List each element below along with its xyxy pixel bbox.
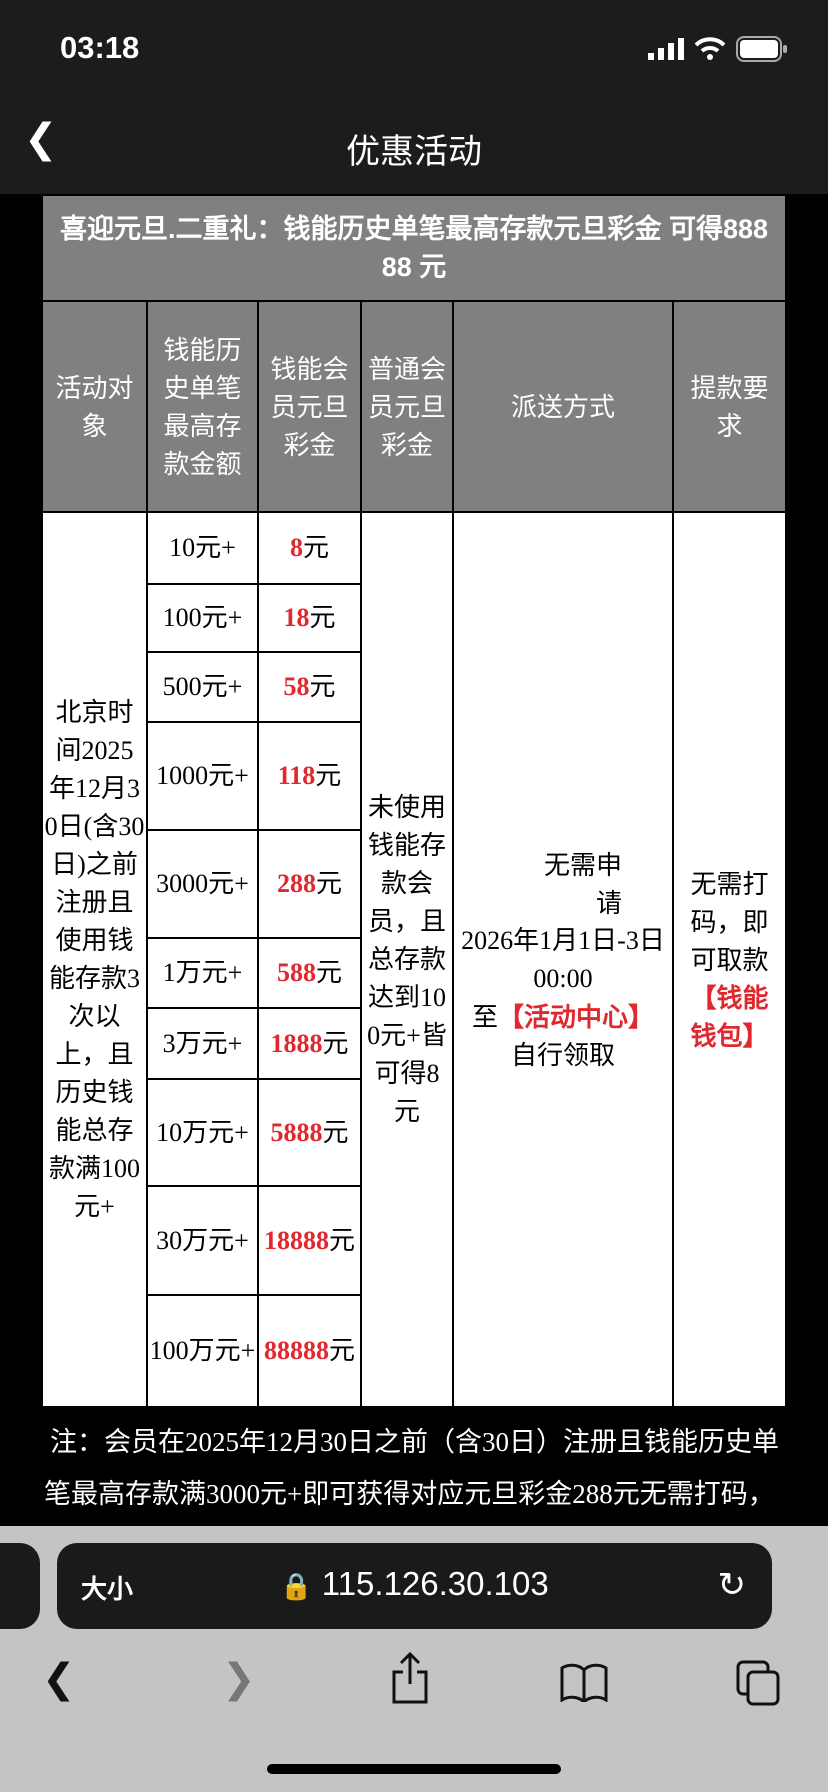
table-row: 1000元+ 118元	[42, 721, 786, 831]
delivery-dates: 2026年1月1日-3日00:00	[461, 925, 665, 993]
page-title: 优惠活动	[346, 133, 482, 171]
wifi-icon	[694, 37, 726, 60]
table-row: 500元+ 58元	[42, 651, 786, 723]
deposit-cell: 10万元+	[146, 1078, 259, 1187]
header-delivery: 派送方式	[452, 300, 674, 513]
table-row: 3万元+ 1888元	[42, 1007, 786, 1080]
table-row: 100元+ 18元	[42, 583, 786, 653]
reload-icon[interactable]: ↻	[717, 1566, 747, 1604]
table-row: 30万元+ 18888元	[42, 1185, 786, 1296]
header-target: 活动对象	[41, 300, 148, 513]
bonus-unit: 元	[322, 1117, 349, 1147]
delivery-to: 至	[471, 1001, 498, 1032]
table-row: 100万元+ 88888元	[42, 1294, 786, 1408]
url-text: 115.126.30.103	[321, 1565, 549, 1602]
note-text: 注：会员在2025年12月30日之前（含30日）注册且钱能历史单笔最高存款满30…	[44, 1427, 779, 1509]
bonus-cell: 588元	[257, 937, 362, 1009]
table-title: 喜迎元旦.二重礼：钱能历史单笔最高存款元旦彩金 可得88888 元	[40, 194, 788, 302]
bonus-unit: 元	[328, 1225, 355, 1255]
deposit-cell: 500元+	[146, 651, 259, 723]
status-bar: 03:18	[0, 0, 828, 96]
wallet-link[interactable]: 【钱能钱包】	[690, 982, 769, 1051]
bonus-unit: 元	[315, 761, 342, 790]
bonus-amount: 118	[277, 761, 316, 790]
table-row: 北京时间2025年12月30日(含30日)之前注册且使用钱能存款3次以上，且历史…	[41, 511, 788, 1408]
table-row: 10万元+ 5888元	[42, 1078, 786, 1187]
bonus-amount: 18888	[263, 1225, 329, 1255]
bonus-unit: 元	[309, 603, 336, 632]
delivery-cell: 无需申请 2026年1月1日-3日00:00 至【活动中心】自行领取	[452, 511, 674, 1408]
bonus-cell: 18888元	[257, 1185, 362, 1296]
bonus-unit: 元	[315, 958, 342, 987]
lock-icon: 🔒	[280, 1571, 313, 1601]
bonus-amount: 88888	[263, 1336, 329, 1365]
home-indicator	[267, 1764, 561, 1774]
clock: 03:18	[60, 30, 140, 65]
bonus-amount: 5888	[270, 1117, 323, 1147]
text-size-button[interactable]: 大小	[81, 1574, 134, 1604]
browser-toolbar: 大小 🔒 115.126.30.103 ↻ ❮ ❯	[0, 1526, 828, 1792]
bonus-amount: 8	[289, 533, 303, 562]
table-row: 1万元+ 588元	[42, 937, 786, 1009]
nav-bar: ❮ 优惠活动	[0, 96, 828, 194]
bonus-unit: 元	[315, 869, 342, 898]
bonus-cell: 88888元	[257, 1294, 362, 1408]
bonus-amount: 288	[276, 869, 316, 898]
signal-icon	[648, 38, 684, 60]
bonus-amount: 18	[283, 603, 310, 632]
bonus-unit: 元	[302, 533, 329, 562]
bonus-cell: 1888元	[257, 1007, 362, 1080]
bonus-unit: 元	[322, 1028, 349, 1058]
bonus-cell: 5888元	[257, 1078, 362, 1187]
deposit-cell: 1万元+	[146, 937, 259, 1009]
deposit-cell: 100万元+	[146, 1294, 259, 1408]
bonus-cell: 118元	[257, 721, 362, 831]
share-icon[interactable]	[390, 1652, 430, 1704]
bonus-cell: 8元	[257, 511, 362, 585]
bonus-unit: 元	[328, 1336, 355, 1365]
bonus-amount: 588	[276, 958, 316, 987]
previous-tab-bar[interactable]	[0, 1543, 40, 1629]
battery-icon	[736, 36, 787, 62]
bookmarks-icon[interactable]	[560, 1662, 608, 1702]
normal-bonus-cell: 未使用钱能存款会员，且总存款达到100元+皆可得8元	[360, 511, 454, 1408]
header-normal-bonus: 普通会员元旦彩金	[360, 300, 454, 513]
forward-icon[interactable]: ❯	[222, 1657, 256, 1701]
deposit-cell: 100元+	[146, 583, 259, 653]
page-content: 喜迎元旦.二重礼：钱能历史单笔最高存款元旦彩金 可得88888 元 活动对象 钱…	[0, 194, 828, 1526]
promo-table: 喜迎元旦.二重礼：钱能历史单笔最高存款元旦彩金 可得88888 元 活动对象 钱…	[40, 194, 788, 1408]
deposit-cell: 3万元+	[146, 1007, 259, 1080]
delivery-self-claim: 自行领取	[510, 1039, 615, 1070]
back-button[interactable]: ❮	[24, 117, 58, 161]
header-withdraw: 提款要求	[671, 300, 788, 513]
bonus-amount: 1888	[270, 1028, 323, 1058]
withdraw-text: 无需打码，即可取款	[690, 868, 769, 975]
target-cell: 北京时间2025年12月30日(含30日)之前注册且使用钱能存款3次以上，且历史…	[41, 511, 148, 1408]
header-member-bonus: 钱能会员元旦彩金	[257, 300, 362, 513]
bonus-cell: 58元	[257, 651, 362, 723]
bonus-amount: 58	[283, 672, 310, 701]
deposit-cell: 10元+	[146, 511, 259, 585]
deposit-cell: 3000元+	[146, 829, 259, 939]
bonus-cell: 18元	[257, 583, 362, 653]
tabs-icon[interactable]	[736, 1660, 782, 1706]
delivery-text: 无需申请	[544, 849, 623, 918]
activity-center-link[interactable]: 【活动中心】	[498, 1001, 655, 1032]
bonus-cell: 288元	[257, 829, 362, 939]
header-deposit: 钱能历史单笔最高存款金额	[146, 300, 259, 513]
deposit-cell: 1000元+	[146, 721, 259, 831]
address-bar[interactable]: 大小 🔒 115.126.30.103 ↻	[57, 1543, 772, 1629]
withdraw-cell: 无需打码，即可取款【钱能钱包】	[671, 511, 788, 1408]
table-row: 3000元+ 288元	[42, 829, 786, 939]
bonus-unit: 元	[309, 672, 336, 701]
deposit-cell: 30万元+	[146, 1185, 259, 1296]
back-icon[interactable]: ❮	[42, 1657, 76, 1701]
